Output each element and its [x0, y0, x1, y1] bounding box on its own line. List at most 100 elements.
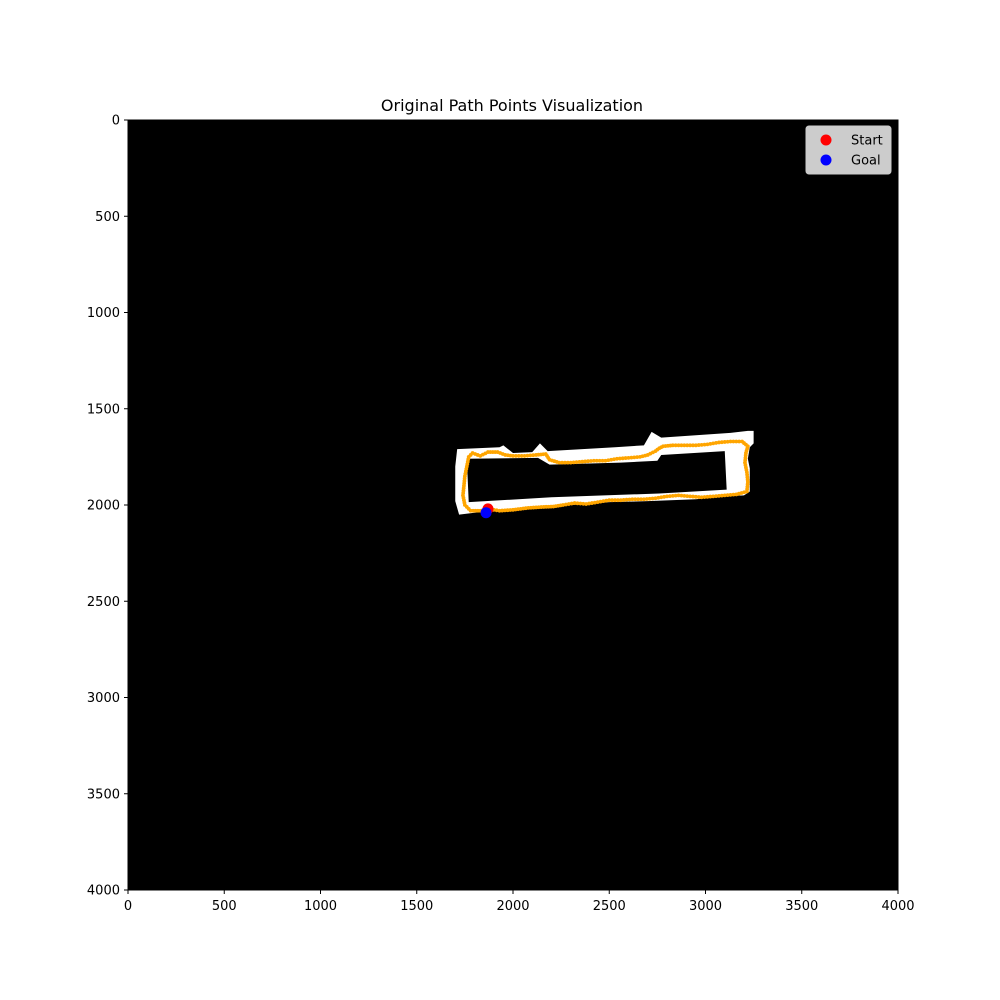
path-point [519, 454, 524, 458]
marker-layer [480, 503, 494, 519]
path-point [589, 459, 593, 463]
x-tick-label: 3500 [785, 899, 818, 914]
legend-start-marker [820, 134, 832, 146]
path-point [513, 454, 518, 458]
path-point [728, 439, 733, 444]
path-point [595, 500, 600, 505]
path-point [717, 440, 721, 445]
y-tick-label: 1500 [87, 402, 120, 417]
path-point [500, 508, 505, 513]
path-point [522, 454, 527, 458]
path-point [688, 443, 692, 448]
path-point [618, 498, 623, 503]
x-axis: 0 500 1000 1500 2000 2500 3000 3500 4000 [124, 890, 915, 914]
path-point [722, 493, 727, 498]
path-point [676, 443, 681, 448]
path-point [688, 494, 692, 499]
path-point [653, 496, 658, 501]
y-tick-label: 0 [112, 114, 120, 129]
path-point [665, 494, 669, 499]
y-tick-label: 3500 [87, 787, 120, 802]
path-point [635, 455, 640, 460]
path-point [609, 457, 614, 462]
y-tick-label: 2000 [87, 499, 120, 514]
path-point [592, 500, 597, 505]
path-point [642, 497, 646, 502]
path-point [615, 456, 619, 461]
path-point [534, 453, 538, 457]
path-point [528, 453, 533, 458]
x-tick-label: 0 [124, 899, 132, 914]
path-point [679, 443, 684, 448]
path-point [711, 494, 716, 499]
path-point [630, 497, 635, 502]
path-point [574, 460, 579, 465]
path-layer [461, 439, 750, 513]
chart-title: Original Path Points Visualization [381, 96, 643, 115]
y-tick-label: 4000 [87, 884, 120, 899]
path-point [586, 459, 590, 464]
path-point [691, 443, 695, 448]
path-point [623, 456, 628, 460]
legend: Start Goal [805, 125, 892, 175]
path-point [597, 458, 602, 463]
path-point [627, 497, 632, 502]
x-tick-label: 3000 [689, 899, 722, 914]
path-point [699, 442, 704, 447]
x-tick-label: 2000 [496, 899, 529, 914]
x-tick-label: 4000 [881, 899, 914, 914]
path-point [731, 492, 736, 497]
path-point [676, 493, 681, 498]
path-point [702, 495, 707, 499]
path-point [725, 493, 730, 498]
path-point [682, 443, 687, 448]
path-point [525, 453, 530, 458]
path-point [578, 501, 583, 506]
path-point [583, 459, 588, 464]
y-tick-label: 3000 [87, 691, 120, 706]
path-point [685, 494, 690, 498]
path-point [673, 443, 678, 448]
path-point [587, 501, 591, 506]
path-point [601, 499, 606, 504]
path-point [644, 497, 649, 501]
path-point [572, 501, 577, 505]
path-point [531, 453, 536, 458]
path-point [606, 458, 611, 463]
path-point [717, 493, 721, 498]
path-point [693, 443, 698, 448]
path-point [624, 497, 629, 502]
path-point [639, 497, 643, 502]
plot-area [127, 119, 899, 891]
x-tick-label: 1500 [400, 899, 433, 914]
path-point [682, 493, 687, 498]
path-point [633, 497, 638, 502]
path-point [626, 455, 631, 460]
path-point [603, 458, 608, 463]
path-point [577, 460, 582, 464]
path-point [566, 502, 571, 506]
legend-goal-marker [820, 154, 832, 166]
path-point [650, 496, 655, 501]
path-point [699, 495, 704, 500]
path-point [584, 502, 589, 506]
path-point [662, 494, 667, 499]
path-point [647, 496, 652, 501]
path-point [705, 442, 710, 447]
path-point [685, 443, 690, 448]
path-point [598, 499, 603, 504]
path-point [568, 460, 573, 465]
path-point [565, 460, 570, 465]
path-point [708, 494, 713, 499]
x-tick-label: 1000 [304, 899, 337, 914]
path-point [705, 494, 710, 499]
obstacle-interior [466, 451, 727, 503]
path-point [719, 440, 724, 445]
path-point [620, 456, 625, 461]
path-point [659, 495, 664, 500]
path-point [564, 502, 568, 507]
path-point [575, 501, 580, 506]
path-point [725, 439, 730, 444]
y-tick-label: 500 [95, 210, 120, 225]
path-point [569, 501, 574, 506]
